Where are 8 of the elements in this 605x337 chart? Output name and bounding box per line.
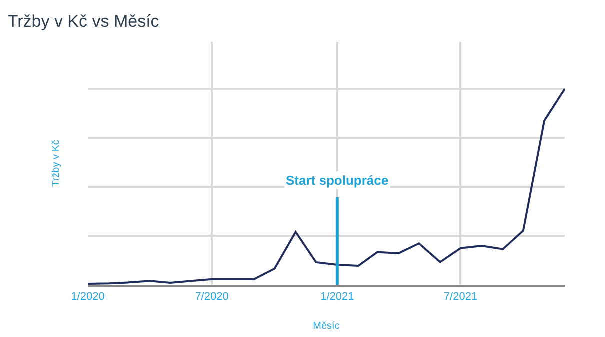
chart-title: Tržby v Kč vs Měsíc — [8, 12, 160, 32]
x-tick-label: 7/2021 — [444, 290, 478, 303]
x-tick-label: 7/2020 — [195, 290, 229, 303]
y-axis-title: Tržby v Kč — [51, 140, 62, 187]
x-tick-label: 1/2021 — [320, 290, 354, 303]
x-tick-label: 1/2020 — [71, 290, 105, 303]
x-axis-title: Měsíc — [313, 320, 340, 332]
ref-line-label: Start spolupráce — [286, 173, 389, 188]
